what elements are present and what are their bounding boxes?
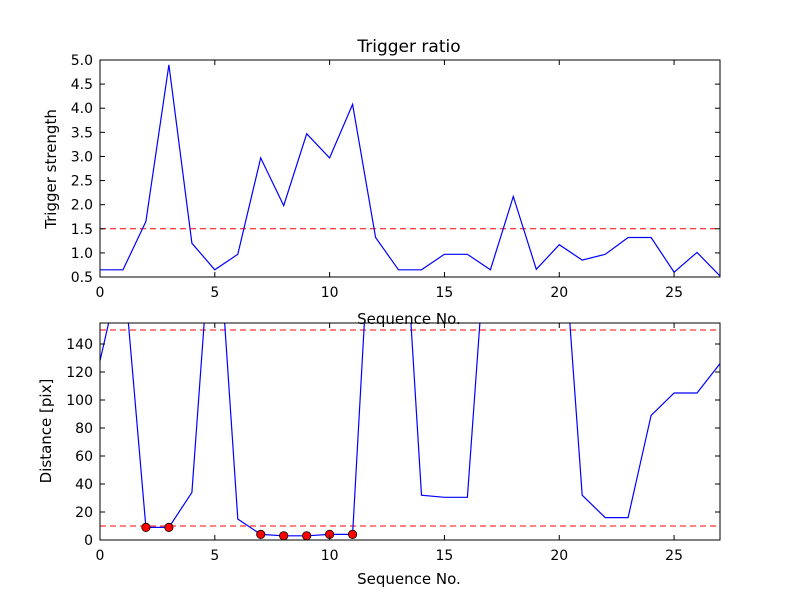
y-tick-label: 40 bbox=[75, 477, 93, 493]
chart-title: Trigger ratio bbox=[356, 37, 460, 57]
y-tick-label: 100 bbox=[66, 393, 93, 409]
y-tick-label: 120 bbox=[66, 365, 93, 381]
y-tick-label: 0 bbox=[84, 533, 93, 549]
x-tick-label: 0 bbox=[96, 285, 105, 301]
y-tick-label: 20 bbox=[75, 505, 93, 521]
y-tick-label: 0.5 bbox=[71, 270, 93, 286]
data-point-marker bbox=[347, 529, 358, 540]
y-tick-label: 60 bbox=[75, 449, 93, 465]
series-line bbox=[100, 64, 720, 277]
plot-frame bbox=[99, 59, 721, 278]
x-tick-label: 20 bbox=[550, 548, 568, 564]
y-tick-label: 140 bbox=[66, 337, 93, 353]
x-tick-label: 10 bbox=[321, 548, 339, 564]
data-point-marker bbox=[256, 529, 266, 540]
y-tick-label: 2.5 bbox=[71, 174, 93, 190]
data-point-marker bbox=[164, 522, 174, 533]
y-tick-label: 4.5 bbox=[71, 77, 93, 93]
data-point-marker bbox=[302, 531, 312, 540]
x-axis-label-bottom: Sequence No. bbox=[357, 570, 461, 588]
y-tick-label: 3.5 bbox=[71, 125, 93, 141]
x-axis-label-top: Sequence No. bbox=[357, 310, 461, 328]
x-tick-label: 15 bbox=[436, 548, 454, 564]
y-tick-label: 2.0 bbox=[71, 198, 93, 214]
series-line bbox=[100, 323, 720, 537]
y-axis-label-top: Trigger strength bbox=[42, 109, 60, 230]
y-tick-label: 1.5 bbox=[71, 222, 93, 238]
y-axis-label-bottom: Distance [pix] bbox=[37, 379, 55, 484]
plot-area-0 bbox=[100, 64, 720, 277]
x-tick-label: 25 bbox=[665, 285, 683, 301]
y-tick-label: 4.0 bbox=[71, 101, 93, 117]
x-tick-label: 5 bbox=[210, 548, 219, 564]
x-tick-label: 20 bbox=[550, 285, 568, 301]
x-tick-label: 15 bbox=[436, 285, 454, 301]
x-tick-label: 25 bbox=[665, 548, 683, 564]
plot-frame bbox=[99, 322, 721, 541]
data-point-marker bbox=[141, 522, 151, 533]
plot-area-1 bbox=[100, 323, 720, 540]
data-point-marker bbox=[279, 531, 289, 540]
y-tick-label: 3.0 bbox=[71, 149, 93, 165]
y-tick-label: 80 bbox=[75, 421, 93, 437]
x-tick-label: 10 bbox=[321, 285, 339, 301]
y-tick-label: 5.0 bbox=[71, 53, 93, 69]
x-tick-label: 0 bbox=[96, 548, 105, 564]
y-tick-label: 1.0 bbox=[71, 246, 93, 262]
x-tick-label: 5 bbox=[210, 285, 219, 301]
